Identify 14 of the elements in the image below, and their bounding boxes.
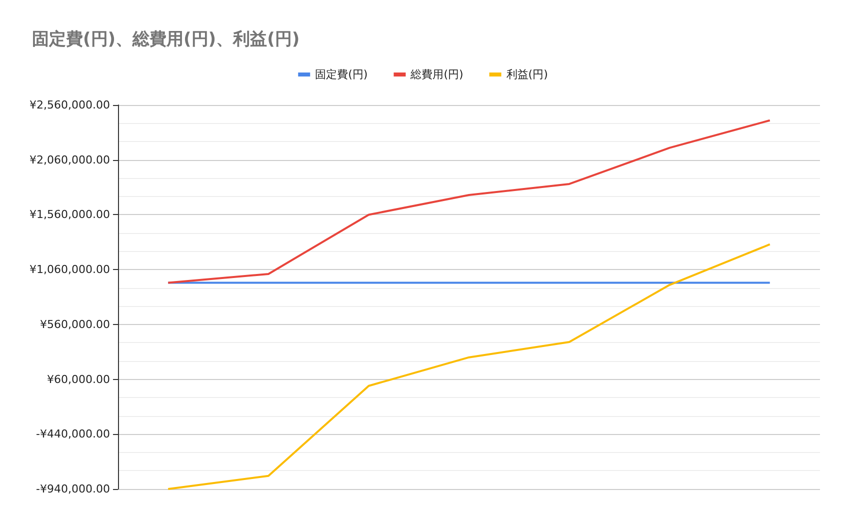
legend-label: 総費用(円) xyxy=(410,68,464,81)
legend-label: 固定費(円) xyxy=(315,68,368,81)
chart-title: 固定費(円)、総費用(円)、利益(円) xyxy=(32,30,300,50)
line-series xyxy=(167,119,771,284)
y-tick-label: -¥440,000.00 xyxy=(36,428,110,441)
y-tick-label: ¥1,060,000.00 xyxy=(30,263,110,276)
y-tick-label: ¥60,000.00 xyxy=(47,372,110,386)
y-tick-label: ¥2,060,000.00 xyxy=(30,153,110,166)
legend-label: 利益(円) xyxy=(506,68,548,81)
y-tick-label: ¥2,560,000.00 xyxy=(30,98,110,112)
y-tick-label: ¥560,000.00 xyxy=(40,318,110,331)
y-tick-label: ¥1,560,000.00 xyxy=(30,208,110,222)
line-series xyxy=(167,243,771,490)
y-tick-label: -¥940,000.00 xyxy=(36,482,110,496)
